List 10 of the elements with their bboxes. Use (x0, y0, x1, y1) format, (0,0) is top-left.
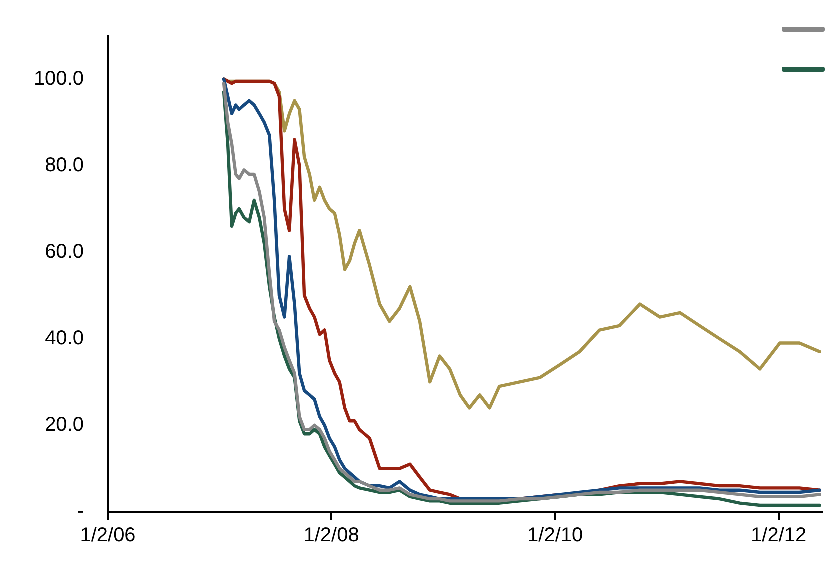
y-tick-label: 60.0 (45, 240, 84, 263)
x-tick-label: 1/2/12 (751, 524, 807, 547)
x-tick-label: 1/2/08 (304, 524, 360, 547)
x-tick-label: 1/2/10 (528, 524, 584, 547)
y-tick-label: 100.0 (34, 68, 84, 90)
y-tick-label: 40.0 (45, 327, 84, 350)
y-tick-label: - (77, 500, 84, 523)
y-tick-label: 80.0 (45, 154, 84, 176)
x-tick-label: 1/2/06 (80, 524, 136, 547)
y-tick-label: 20.0 (45, 414, 84, 436)
